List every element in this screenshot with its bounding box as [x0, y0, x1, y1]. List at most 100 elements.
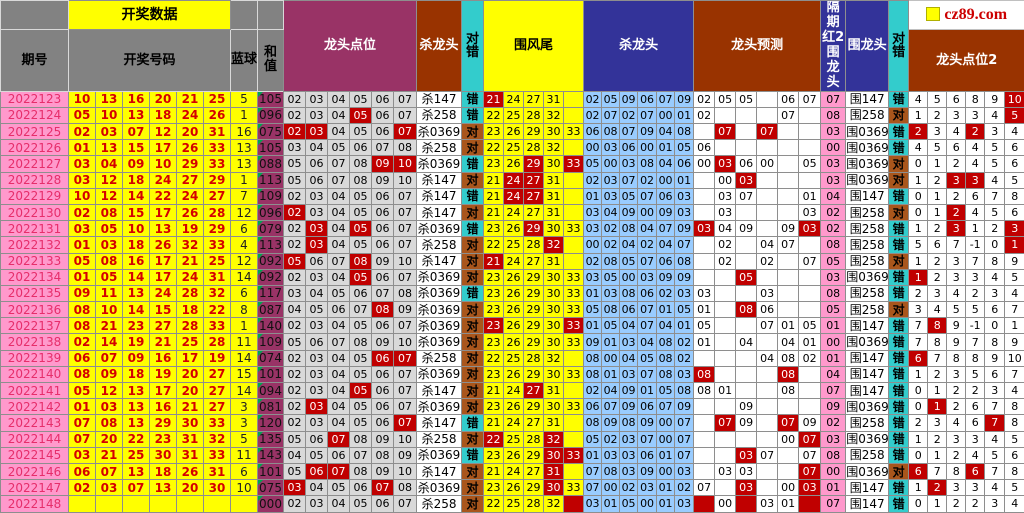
- cell-issue: 2022137: [1, 318, 69, 334]
- cell-dw2-2: 2: [928, 269, 947, 285]
- cell-wfw-4: 30: [544, 318, 564, 334]
- cell-sha2-6: 01: [675, 172, 694, 188]
- cell-issue: 2022129: [1, 188, 69, 204]
- cell-sha2-6: 07: [675, 237, 694, 253]
- cell-sha2-5: 00: [657, 107, 675, 123]
- cell-yuce-4: 03: [757, 285, 778, 301]
- cell-nums-5: 19: [177, 221, 204, 237]
- cell-wfw-1: 23: [484, 302, 504, 318]
- cell-wfw-4: 31: [544, 204, 564, 220]
- cell-dw-2: 06: [306, 172, 328, 188]
- cell-wfw-5: 33: [564, 302, 584, 318]
- cell-sha2-2: 02: [602, 431, 620, 447]
- cell-wfw-1: 21: [484, 172, 504, 188]
- cell-dw-2: 03: [306, 204, 328, 220]
- cell-nums-2: 12: [96, 383, 123, 399]
- cell-sha2-2: 07: [602, 107, 620, 123]
- cell-yuce-1: [694, 253, 715, 269]
- cell-dw-1: 02: [284, 269, 306, 285]
- cell-nums-5: 31: [177, 431, 204, 447]
- cell-blue: 5: [231, 431, 258, 447]
- logo-square-icon: [926, 7, 940, 21]
- cell-blue: 13: [231, 156, 258, 172]
- cell-sha2-5: 09: [657, 204, 675, 220]
- cell-wlt: 围0369: [846, 269, 889, 285]
- cell-dc1: 对: [462, 334, 484, 350]
- cell-dw-2: 03: [306, 415, 328, 431]
- cell-dw-2: 06: [306, 334, 328, 350]
- cell-dw-5: 06: [372, 237, 394, 253]
- cell-dw-3: 04: [328, 496, 350, 512]
- cell-wfw-3: 29: [524, 366, 544, 382]
- cell-nums-3: 14: [123, 269, 150, 285]
- cell-dw-4: 06: [350, 285, 372, 301]
- cell-nums-4: 12: [150, 124, 177, 140]
- cell-yuce-2: 00: [715, 496, 736, 512]
- cell-dw2-5: 9: [985, 350, 1005, 366]
- site-logo[interactable]: cz89.com: [909, 1, 1024, 30]
- cell-dw-6: 07: [394, 269, 417, 285]
- cell-nums-5: 18: [177, 302, 204, 318]
- cell-geqi: 03: [821, 124, 846, 140]
- cell-nums-3: 13: [123, 285, 150, 301]
- cell-yuce-2: 00: [715, 172, 736, 188]
- cell-nums-2: 04: [96, 156, 123, 172]
- cell-nums-2: 13: [96, 91, 123, 107]
- cell-sha2-4: 09: [638, 463, 657, 479]
- cell-issue: 2022128: [1, 172, 69, 188]
- cell-sha2-5: 01: [657, 302, 675, 318]
- cell-dw2-3: 6: [947, 91, 966, 107]
- cell-nums-1: 08: [69, 318, 96, 334]
- cell-sha2-6: 05: [675, 302, 694, 318]
- cell-sha2-6: 03: [675, 204, 694, 220]
- cell-dw2-2: 1: [928, 447, 947, 463]
- cell-sha2-2: 00: [602, 156, 620, 172]
- cell-sum: 105: [258, 140, 284, 156]
- cell-sha2-5: 06: [657, 188, 675, 204]
- cell-dw-1: 03: [284, 285, 306, 301]
- cell-yuce-1: 00: [694, 156, 715, 172]
- cell-wfw-1: 22: [484, 237, 504, 253]
- cell-nums-6: 22: [204, 302, 231, 318]
- cell-nums-4: 21: [150, 334, 177, 350]
- cell-nums-1: 09: [69, 285, 96, 301]
- cell-sum: 088: [258, 156, 284, 172]
- cell-nums-2: 12: [96, 172, 123, 188]
- cell-sha2-5: 08: [657, 334, 675, 350]
- cell-sha2-5: 01: [657, 496, 675, 512]
- cell-sha2-1: 02: [584, 107, 602, 123]
- cell-blue: 5: [231, 91, 258, 107]
- cell-sha2-2: 00: [602, 480, 620, 496]
- cell-dw-1: 02: [284, 188, 306, 204]
- cell-dw2-2: 5: [928, 91, 947, 107]
- cell-wfw-2: 26: [504, 156, 524, 172]
- cell-dw2-5: 4: [985, 480, 1005, 496]
- cell-geqi: 09: [821, 399, 846, 415]
- cell-nums-6: 27: [204, 366, 231, 382]
- cell-sha2-1: 03: [584, 204, 602, 220]
- cell-sha2-1: 00: [584, 237, 602, 253]
- cell-yuce-2: [715, 269, 736, 285]
- cell-sha2-3: 08: [620, 221, 638, 237]
- cell-dw2-1: 4: [909, 140, 928, 156]
- cell-yuce-5: [778, 188, 799, 204]
- cell-dw2-4: 2: [966, 496, 985, 512]
- cell-yuce-3: [736, 107, 757, 123]
- cell-nums-5: 29: [177, 156, 204, 172]
- cell-yuce-3: [736, 237, 757, 253]
- cell-dw2-1: 1: [909, 172, 928, 188]
- cell-dw-3: 05: [328, 285, 350, 301]
- cell-nums-6: 28: [204, 334, 231, 350]
- cell-dw-6: 07: [394, 221, 417, 237]
- cell-dw-5: 09: [372, 172, 394, 188]
- cell-sha2-1: 02: [584, 172, 602, 188]
- cell-nums-4: 26: [150, 237, 177, 253]
- cell-wlt: 围0369: [846, 172, 889, 188]
- cell-issue: 2022144: [1, 431, 69, 447]
- cell-yuce-6: [799, 302, 821, 318]
- cell-dw2-2: 2: [928, 366, 947, 382]
- cell-dw-6: 07: [394, 237, 417, 253]
- cell-geqi: 08: [821, 107, 846, 123]
